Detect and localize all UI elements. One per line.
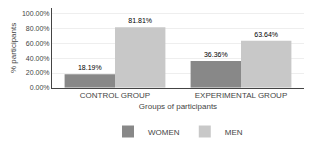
svg-text:CONTROL GROUP: CONTROL GROUP xyxy=(80,91,150,100)
svg-text:63.64%: 63.64% xyxy=(254,31,278,38)
svg-text:60.00%: 60.00% xyxy=(26,40,50,47)
svg-text:EXPERIMENTAL GROUP: EXPERIMENTAL GROUP xyxy=(195,91,287,100)
svg-text:0.00%: 0.00% xyxy=(30,84,50,91)
svg-text:18.19%: 18.19% xyxy=(78,64,102,71)
svg-text:80.00%: 80.00% xyxy=(26,25,50,32)
svg-text:40.00%: 40.00% xyxy=(26,55,50,62)
svg-text:Groups of participants: Groups of participants xyxy=(139,102,217,111)
svg-text:81.81%: 81.81% xyxy=(128,17,152,24)
svg-text:20.00%: 20.00% xyxy=(26,69,50,76)
svg-text:100.00%: 100.00% xyxy=(22,10,50,17)
svg-text:MEN: MEN xyxy=(225,128,243,137)
svg-text:36.36%: 36.36% xyxy=(204,51,228,58)
svg-text:% participants: % participants xyxy=(9,23,18,73)
svg-text:WOMEN: WOMEN xyxy=(148,128,180,137)
